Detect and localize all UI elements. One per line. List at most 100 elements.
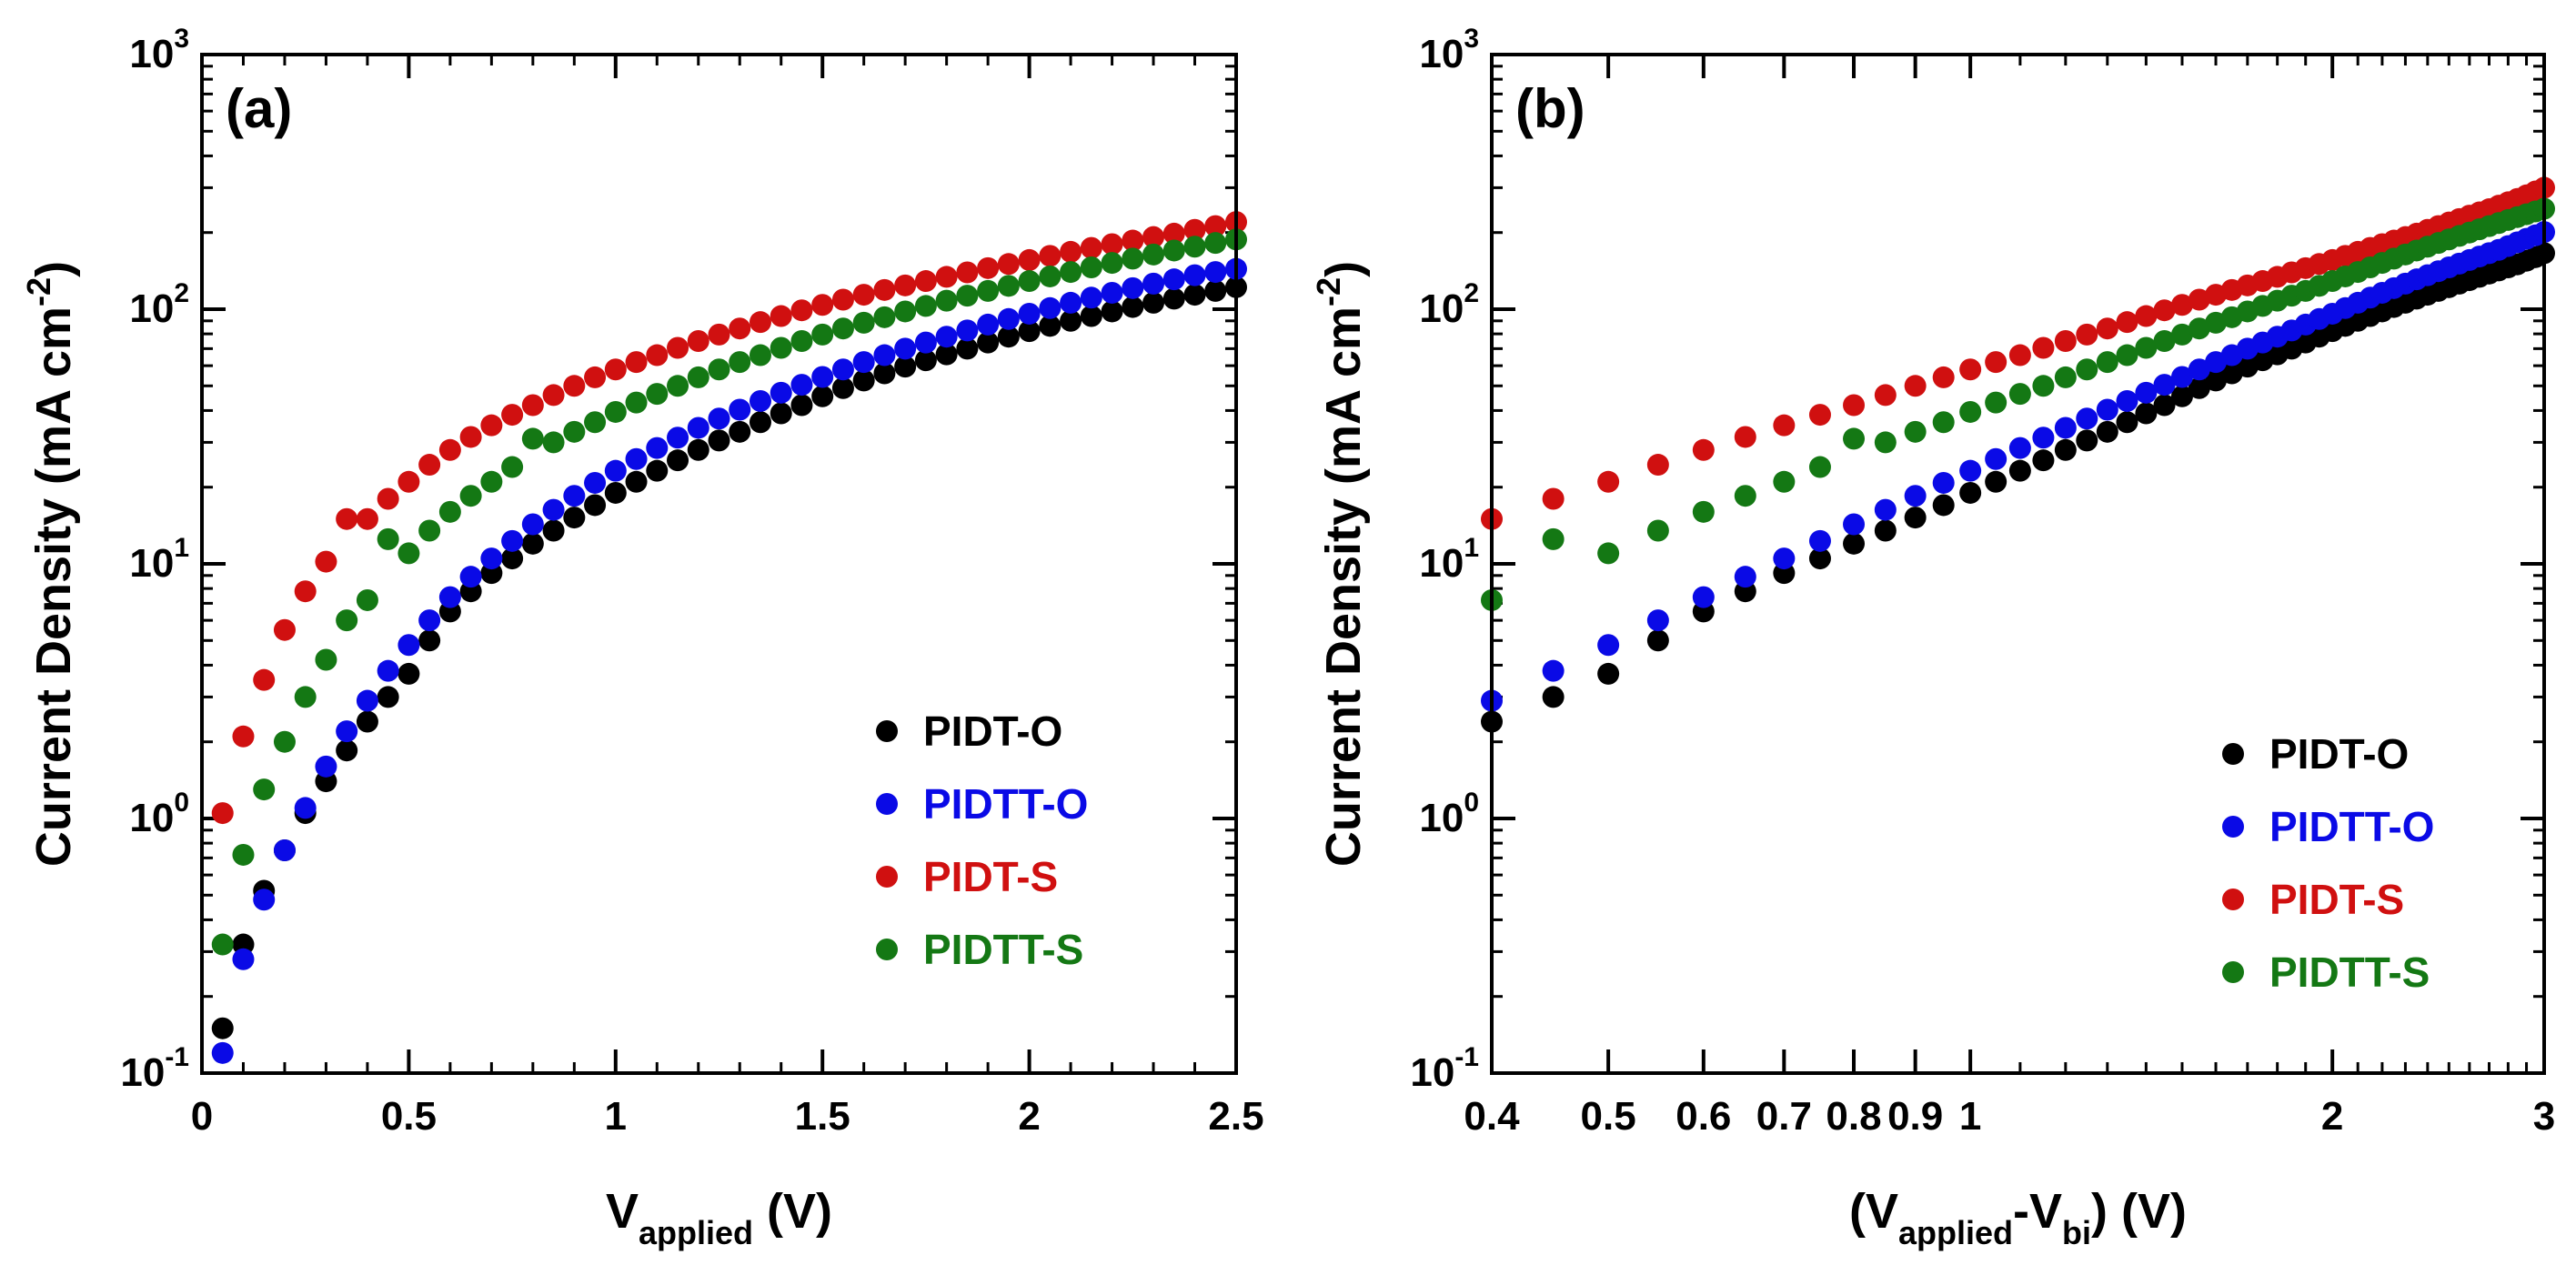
data-point [2135,402,2158,425]
legend-marker [876,866,898,888]
data-point [501,547,524,570]
data-point [563,375,586,397]
data-point [377,659,399,682]
y-tick-label: 103 [129,24,189,76]
data-point [1060,240,1082,263]
data-point [356,710,378,733]
y-tick-label: 102 [129,278,189,331]
data-point [770,381,792,404]
y-tick-label-base: 10 [1419,286,1464,331]
data-point [232,948,255,970]
data-point [1101,252,1123,275]
y-tick-label-exponent: 0 [174,788,189,818]
data-point [831,376,854,399]
data-point [935,326,958,348]
data-point [294,686,317,708]
data-point [687,438,709,461]
y-tick-label-base: 10 [1419,796,1464,840]
data-point [625,351,648,374]
data-point [2116,344,2138,366]
data-point [749,311,771,334]
data-point [521,394,544,417]
data-point [1542,686,1565,708]
data-point [2188,288,2210,311]
data-point [315,755,337,778]
data-point [2188,376,2210,399]
x-tick-label: 0.6 [1675,1094,1731,1139]
data-point [1959,459,1982,482]
data-point [521,532,544,555]
data-point [1183,264,1206,286]
data-point [1183,218,1206,241]
data-point [1773,547,1796,570]
data-point [2135,336,2158,359]
series-pidt-o [211,276,1247,1039]
data-point [1985,447,2007,470]
data-point [1843,394,1866,417]
x-tick-label: 0.7 [1756,1094,1812,1139]
data-point [336,739,358,762]
data-point [438,438,461,461]
data-point [749,389,771,412]
data-point [852,284,875,306]
data-point [2032,336,2055,359]
data-point [1183,236,1206,258]
data-point [501,529,524,552]
y-tick-label: 100 [1419,788,1479,840]
data-point [1080,256,1102,278]
data-point [1039,315,1062,337]
data-point [790,374,813,397]
data-point [2032,375,2055,397]
data-point [253,668,276,691]
x-tick-label: 2.5 [1208,1094,1263,1139]
data-point [1142,243,1165,266]
data-point [811,366,834,388]
data-point [2188,317,2210,340]
data-point [2096,398,2118,421]
data-point [356,588,378,611]
data-point [729,398,751,421]
data-point [708,358,730,381]
data-point [1959,481,1982,504]
data-point [397,470,420,493]
data-point [894,300,917,323]
series-pidtt-o [211,257,1247,1064]
data-point [977,313,1000,336]
data-point [646,437,669,459]
data-point [2076,358,2098,381]
y-tick-label-exponent: 3 [1464,24,1479,54]
data-point [1646,629,1669,652]
data-point [2008,344,2031,366]
data-point [811,294,834,316]
data-point [770,402,792,425]
data-point [232,843,255,866]
data-point [1985,470,2007,493]
data-point [211,933,234,956]
data-point [563,507,586,529]
x-axis-label-subscript: applied [639,1214,753,1251]
data-point [1874,498,1897,521]
data-point [956,285,979,307]
data-point [1542,487,1565,510]
data-point [584,411,607,434]
data-point [1692,500,1715,523]
data-point [1122,296,1144,318]
data-point [294,580,317,603]
x-tick-label: 0.5 [1581,1094,1636,1139]
data-point [542,431,565,454]
data-point [646,459,669,482]
data-point [956,261,979,284]
data-point [1843,532,1866,555]
data-point [459,426,482,448]
data-point [2170,366,2193,388]
series-pidt-s [211,211,1247,825]
data-point [2116,411,2138,434]
data-point [397,662,420,685]
data-point [232,725,255,748]
y-tick-label-exponent: 1 [1464,533,1479,563]
y-tick-label-exponent: -1 [165,1042,189,1072]
y-axis-label-text: ) [26,261,81,277]
data-point [211,1017,234,1039]
